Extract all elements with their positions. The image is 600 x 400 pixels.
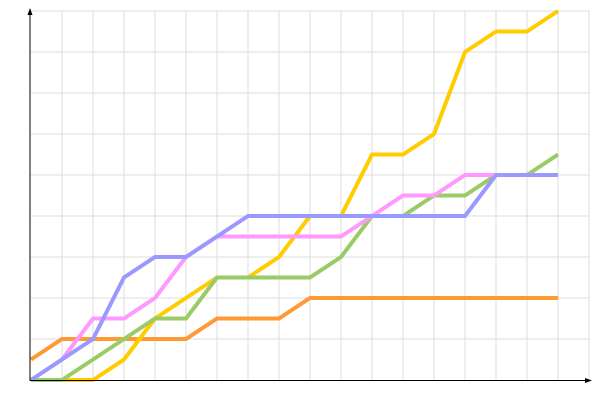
series-line-4 <box>29 173 558 382</box>
y-axis-arrow-icon <box>27 8 33 15</box>
series-line-0 <box>29 296 558 362</box>
axes <box>27 8 592 383</box>
series-line-2 <box>31 152 560 382</box>
x-axis-arrow-icon <box>585 378 592 383</box>
grid <box>31 10 590 380</box>
series-line-3 <box>29 173 558 382</box>
series-lines <box>29 9 560 382</box>
